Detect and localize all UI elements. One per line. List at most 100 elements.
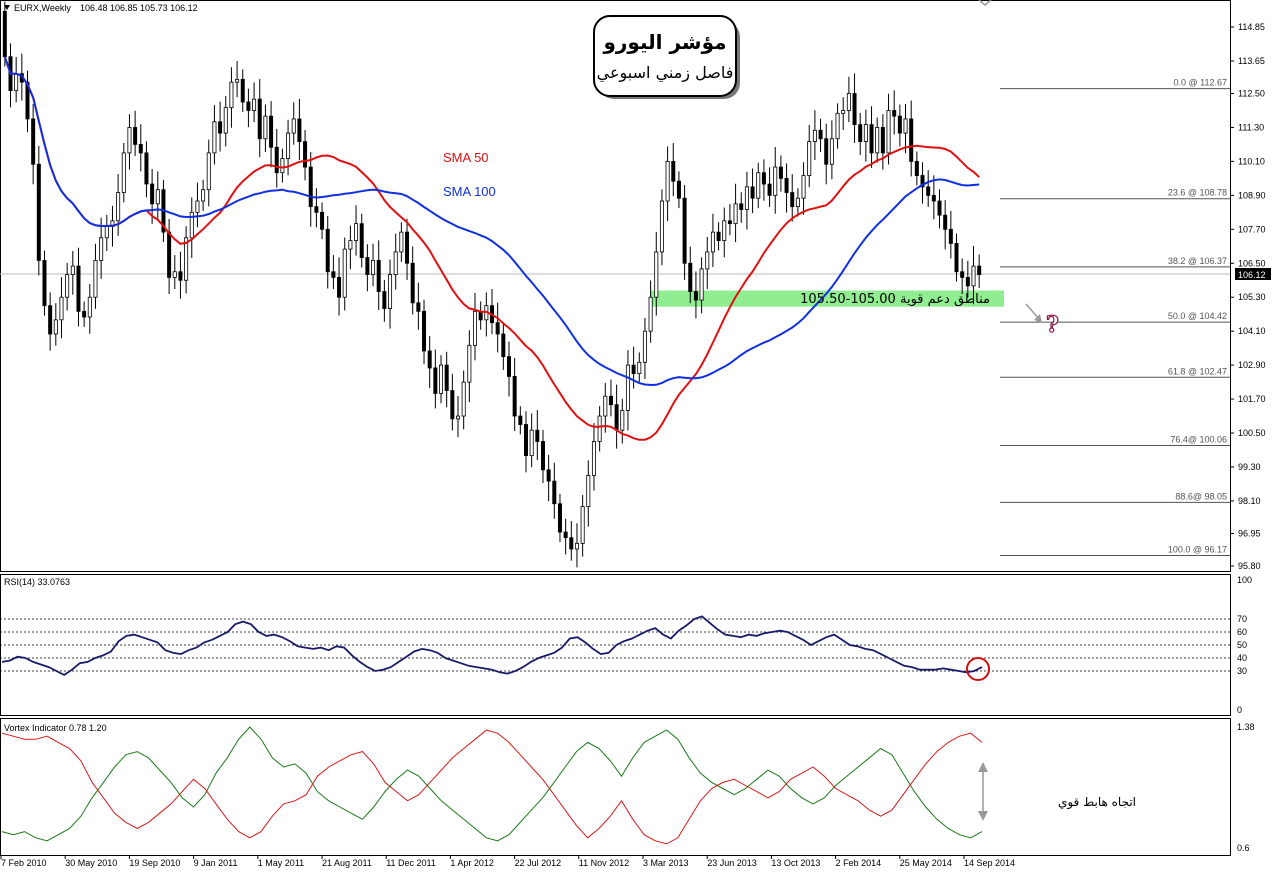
candle-body — [297, 118, 302, 142]
candle-body — [880, 127, 885, 154]
candle-body — [920, 175, 925, 188]
price-tick-label: 99.30 — [1238, 462, 1261, 472]
candle-body — [167, 231, 172, 278]
candle-body — [410, 262, 415, 304]
candle-body — [761, 172, 766, 185]
candle-body — [529, 429, 534, 457]
candle-body — [31, 118, 36, 165]
candle-body — [960, 271, 965, 278]
fibonacci-layer: 0.0 @ 112.67 23.6 @ 108.78 38.2 @ 106.37 50… — [0, 78, 1230, 557]
candle-body — [331, 271, 336, 278]
candle-body — [801, 175, 806, 199]
price-tick-label: 113.65 — [1238, 56, 1265, 66]
rsi-label: RSI(14) 33.0763 — [4, 577, 70, 587]
candle-body — [416, 302, 421, 312]
fib-label: 76.4@ 100.06 — [1170, 434, 1227, 444]
candle-body — [682, 197, 687, 264]
date-tick-label: 7 Feb 2010 — [1, 858, 47, 868]
candle-body — [127, 127, 132, 154]
candle-body — [591, 441, 596, 476]
date-tick-label: 2 Feb 2014 — [836, 858, 882, 868]
candle-body — [710, 231, 715, 253]
candle-body — [399, 231, 404, 253]
candle-body — [257, 98, 262, 140]
candle-body — [665, 160, 670, 202]
candle-body — [501, 333, 506, 358]
candle-body — [750, 186, 755, 199]
candle-body — [365, 257, 370, 275]
candle-body — [971, 265, 976, 287]
sma100-line — [3, 56, 980, 387]
candle-body — [382, 291, 387, 309]
candle-body — [337, 277, 342, 298]
candle-body — [144, 152, 149, 185]
candle-body — [342, 248, 347, 298]
candle-body — [824, 138, 829, 165]
candle-body — [807, 141, 812, 176]
candle-body — [903, 118, 908, 134]
rsi-axis-label: 30 — [1237, 666, 1247, 676]
candle-body — [693, 291, 698, 301]
candle-body — [172, 271, 177, 278]
candle-body — [439, 364, 444, 394]
candle-body — [218, 121, 223, 134]
candle-body — [325, 228, 330, 273]
price-tick-label: 104.10 — [1238, 326, 1266, 336]
sma100-label: SMA 100 — [443, 184, 496, 199]
candle-body — [93, 260, 98, 298]
candle-body — [518, 415, 523, 425]
candle-body — [863, 124, 868, 142]
candle-body — [206, 152, 211, 191]
candle-body — [659, 200, 664, 253]
candle-body — [99, 237, 104, 261]
candle-body — [252, 98, 257, 111]
candle-body — [608, 395, 613, 406]
candle-body — [835, 112, 840, 140]
fib-label: 23.6 @ 108.78 — [1168, 188, 1227, 198]
candle-body — [767, 183, 772, 196]
sma50-line — [3, 56, 980, 441]
price-tick-label: 114.85 — [1238, 22, 1265, 32]
candle-body — [620, 409, 625, 431]
candle-body — [869, 124, 874, 154]
vortex-minus-line — [1, 729, 983, 845]
fib-label: 50.0 @ 104.42 — [1168, 311, 1227, 321]
candle-body — [625, 364, 630, 411]
candle-body — [727, 220, 732, 225]
date-tick-label: 30 May 2010 — [65, 858, 117, 868]
candle-body — [943, 214, 948, 230]
candle-body — [405, 231, 410, 264]
date-tick-label: 9 Jan 2011 — [194, 858, 238, 868]
date-axis-layer: 7 Feb 2010 30 May 2010 19 Sep 2010 9 Jan 20… — [0, 855, 1015, 868]
candle-body — [812, 129, 817, 142]
question-mark-icon: ? — [1046, 312, 1059, 338]
date-tick-label: 25 May 2014 — [900, 858, 952, 868]
candle-body — [189, 211, 194, 239]
last-price-label: 106.12 — [1238, 270, 1266, 280]
fib-label: 61.8 @ 102.47 — [1168, 366, 1227, 376]
candle-body — [637, 361, 642, 375]
candle-body — [654, 251, 659, 298]
candle-body — [2, 11, 7, 58]
candle-body — [320, 211, 325, 230]
candle-body — [263, 115, 268, 140]
date-tick-label: 3 Mar 2013 — [643, 858, 689, 868]
candle-body — [875, 127, 880, 154]
rsi-axis-label: 0 — [1237, 705, 1242, 715]
symbol-header: EURX,Weekly — [14, 3, 71, 13]
candle-body — [552, 480, 557, 505]
candle-body — [705, 251, 710, 270]
vortex-annotation: اتجاه هابط قوي — [1058, 795, 1136, 810]
candle-body — [897, 115, 902, 134]
candle-body — [506, 356, 511, 377]
candle-body — [648, 296, 653, 332]
candle-body — [274, 146, 279, 174]
candle-body — [523, 424, 528, 457]
candle-body — [427, 350, 432, 369]
candle-body — [82, 310, 87, 318]
candle-body — [354, 223, 359, 242]
candle-body — [393, 251, 398, 275]
price-tick-label: 100.50 — [1238, 428, 1266, 438]
candle-body — [784, 177, 789, 193]
candle-body — [229, 81, 234, 109]
